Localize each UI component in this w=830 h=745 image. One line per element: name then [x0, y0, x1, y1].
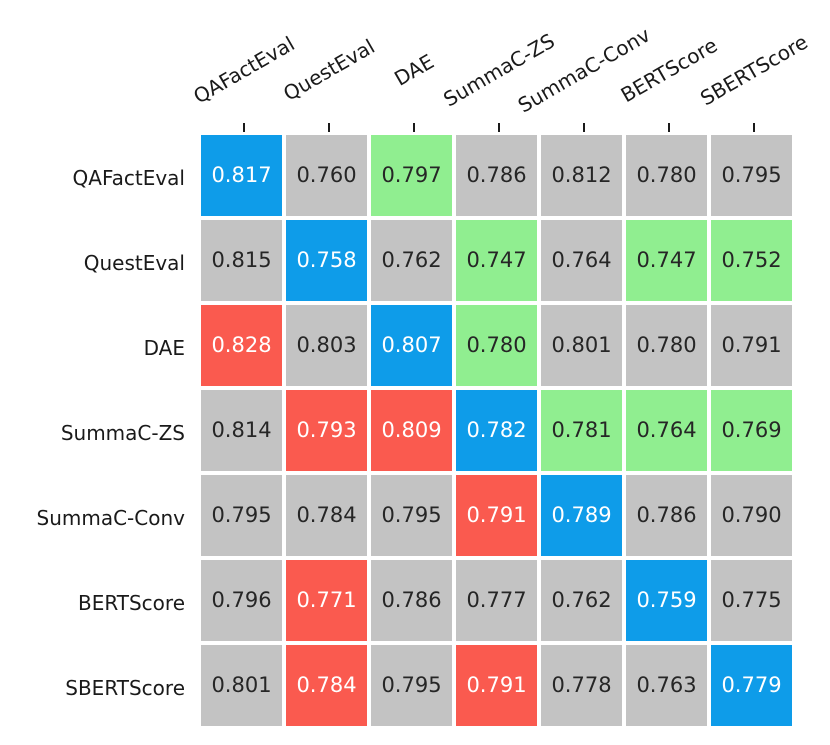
row-label: SummaC-Conv: [36, 505, 186, 530]
heatmap-cell: 0.791: [456, 475, 537, 556]
heatmap-cell: 0.789: [541, 475, 622, 556]
heatmap-cell: 0.758: [286, 220, 367, 301]
heatmap-cell: 0.775: [711, 560, 792, 641]
heatmap-cell: 0.764: [541, 220, 622, 301]
heatmap-cell: 0.795: [201, 475, 282, 556]
row-label: SummaC-ZS: [60, 420, 185, 445]
heatmap-cell: 0.786: [371, 560, 452, 641]
heatmap-cell: 0.814: [201, 390, 282, 471]
heatmap-cell: 0.760: [286, 135, 367, 216]
heatmap-cell: 0.790: [711, 475, 792, 556]
heatmap-cell: 0.780: [626, 305, 707, 386]
axis-tick: [327, 123, 330, 132]
column-label: QAFactEval: [188, 31, 299, 109]
heatmap-cell: 0.784: [286, 645, 367, 726]
heatmap-cell: 0.786: [456, 135, 537, 216]
axis-tick: [667, 123, 670, 132]
heatmap-cell: 0.764: [626, 390, 707, 471]
heatmap-cell: 0.795: [371, 475, 452, 556]
heatmap-cell: 0.780: [456, 305, 537, 386]
heatmap-cell: 0.817: [201, 135, 282, 216]
heatmap-cell: 0.795: [711, 135, 792, 216]
row-label: DAE: [143, 335, 185, 360]
heatmap-cell: 0.795: [371, 645, 452, 726]
heatmap-cell: 0.747: [456, 220, 537, 301]
heatmap-cell: 0.781: [541, 390, 622, 471]
heatmap-cell: 0.763: [626, 645, 707, 726]
heatmap-cell: 0.780: [626, 135, 707, 216]
axis-tick: [242, 123, 245, 132]
heatmap-grid: 0.817 0.760 0.797 0.786 0.812 0.780 0.795 0.815…: [201, 135, 792, 726]
axis-tick: [497, 123, 500, 132]
row-label: QAFactEval: [72, 165, 185, 190]
heatmap-cell: 0.791: [456, 645, 537, 726]
row-label: BERTScore: [77, 590, 185, 615]
heatmap-cell: 0.793: [286, 390, 367, 471]
heatmap-cell: 0.828: [201, 305, 282, 386]
heatmap-cell: 0.769: [711, 390, 792, 471]
heatmap-cell: 0.803: [286, 305, 367, 386]
heatmap-cell: 0.784: [286, 475, 367, 556]
heatmap-cell: 0.791: [711, 305, 792, 386]
heatmap-cell: 0.759: [626, 560, 707, 641]
heatmap-cell: 0.771: [286, 560, 367, 641]
heatmap-cell: 0.812: [541, 135, 622, 216]
row-label: SBERTScore: [65, 675, 185, 700]
column-label: DAE: [389, 49, 438, 91]
axis-tick: [412, 123, 415, 132]
heatmap-cell: 0.777: [456, 560, 537, 641]
heatmap-cell: 0.797: [371, 135, 452, 216]
heatmap-cell: 0.752: [711, 220, 792, 301]
heatmap-cell: 0.801: [541, 305, 622, 386]
heatmap-cell: 0.796: [201, 560, 282, 641]
heatmap-cell: 0.778: [541, 645, 622, 726]
heatmap-cell: 0.779: [711, 645, 792, 726]
row-label: QuestEval: [83, 250, 185, 275]
heatmap-cell: 0.762: [371, 220, 452, 301]
heatmap-cell: 0.782: [456, 390, 537, 471]
heatmap-cell: 0.762: [541, 560, 622, 641]
axis-tick: [752, 123, 755, 132]
heatmap-cell: 0.786: [626, 475, 707, 556]
axis-tick: [582, 123, 585, 132]
heatmap-cell: 0.747: [626, 220, 707, 301]
heatmap-cell: 0.801: [201, 645, 282, 726]
heatmap-cell: 0.807: [371, 305, 452, 386]
heatmap-cell: 0.815: [201, 220, 282, 301]
heatmap-cell: 0.809: [371, 390, 452, 471]
